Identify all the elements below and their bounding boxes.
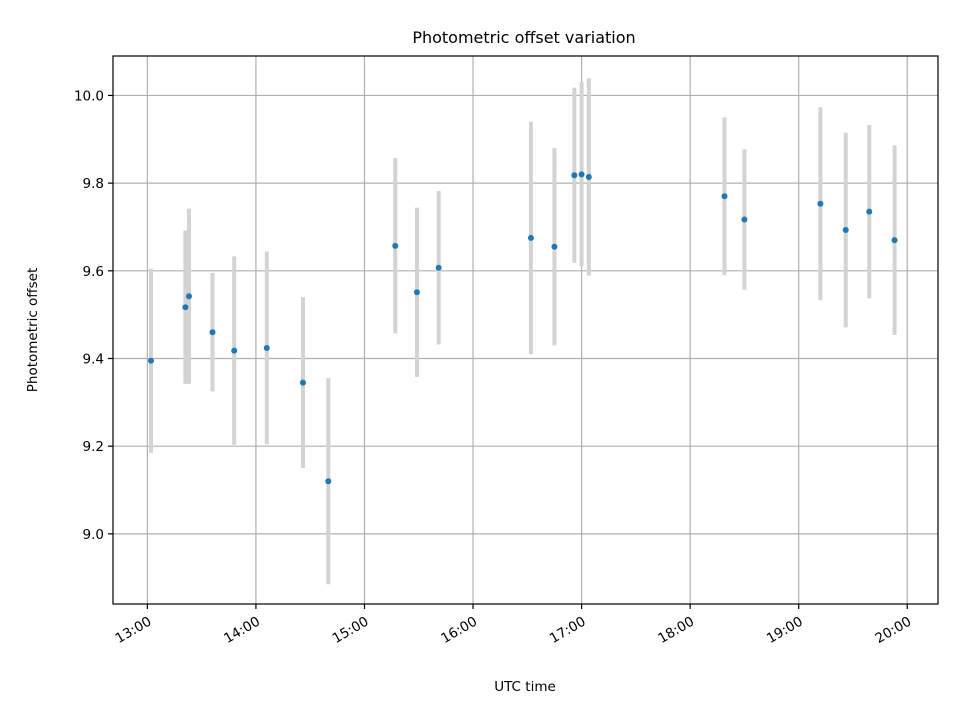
y-tick-label: 9.4: [83, 351, 104, 367]
data-point: [578, 171, 585, 178]
data-point: [325, 478, 332, 485]
data-point: [571, 172, 578, 179]
data-point: [891, 237, 898, 244]
y-axis-label: Photometric offset: [25, 268, 41, 392]
data-point: [263, 344, 270, 351]
data-point: [527, 234, 534, 241]
data-point: [741, 216, 748, 223]
y-tick-label: 10.0: [74, 88, 104, 104]
data-point: [299, 379, 306, 386]
data-point: [817, 200, 824, 207]
data-point: [147, 357, 154, 364]
data-point: [392, 242, 399, 249]
x-tick-label: 19:00: [764, 614, 806, 647]
data-point: [551, 243, 558, 250]
y-axis-ticks: 9.0 9.2 9.4 9.6 9.8 10.0: [74, 88, 113, 543]
data-point: [435, 264, 442, 271]
x-tick-label: 17:00: [547, 614, 589, 647]
x-axis-ticks: 13:00 14:00 15:00 16:00 17:00 18:00 19:00 20:00: [113, 604, 915, 647]
chart-title: Photometric offset variation: [412, 28, 635, 47]
data-point: [413, 289, 420, 296]
x-tick-label: 18:00: [655, 614, 697, 647]
x-tick-label: 14:00: [221, 614, 263, 647]
x-tick-label: 16:00: [438, 614, 480, 647]
data-point: [185, 293, 192, 300]
data-point: [866, 208, 873, 215]
grid: [113, 56, 938, 604]
data-point: [585, 173, 592, 180]
y-tick-label: 9.2: [83, 439, 104, 455]
data-point: [231, 347, 238, 354]
y-tick-label: 9.0: [83, 527, 104, 543]
data-points: [147, 171, 898, 485]
data-point: [182, 304, 189, 311]
data-point: [721, 193, 728, 200]
x-tick-label: 15:00: [330, 614, 372, 647]
plot-frame: [112, 55, 939, 605]
x-tick-label: 20:00: [873, 614, 915, 647]
x-axis-label: UTC time: [494, 679, 556, 695]
x-tick-label: 13:00: [113, 614, 155, 647]
data-point: [209, 329, 216, 336]
y-tick-label: 9.8: [83, 176, 104, 192]
y-tick-label: 9.6: [83, 264, 104, 280]
data-point: [842, 227, 849, 234]
error-bars: [148, 78, 897, 585]
